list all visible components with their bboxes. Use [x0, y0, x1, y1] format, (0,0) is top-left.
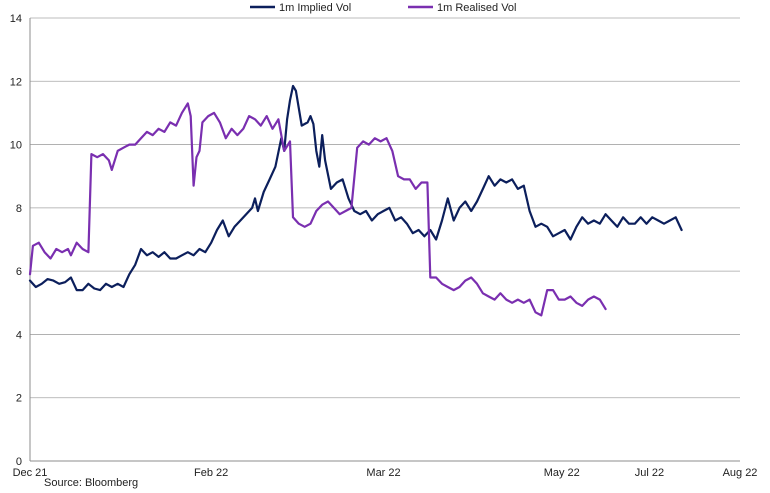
legend-label-realised: 1m Realised Vol	[437, 2, 517, 14]
series-line-implied-vol	[28, 84, 683, 292]
axes	[29, 18, 740, 462]
x-tick-label: Mar 22	[366, 467, 400, 479]
x-tick-label: Feb 22	[194, 467, 228, 479]
y-tick-label: 2	[16, 393, 22, 405]
x-axis-ticks: Dec 21 Feb 22 Mar 22 May 22 Jul 22 Aug 22	[13, 467, 758, 479]
y-tick-label: 10	[10, 140, 22, 152]
legend-label-implied: 1m Implied Vol	[279, 2, 351, 14]
source-note: Source: Bloomberg	[44, 477, 139, 489]
x-tick-label: Dec 21	[13, 467, 48, 479]
legend: 1m Implied Vol 1m Realised Vol	[250, 2, 517, 14]
y-tick-label: 4	[16, 329, 22, 341]
x-tick-label: May 22	[544, 467, 580, 479]
y-tick-label: 14	[10, 13, 22, 25]
y-tick-label: 12	[10, 76, 22, 88]
y-tick-label: 0	[16, 456, 22, 468]
series-lines	[28, 84, 683, 317]
x-tick-label: Jul 22	[635, 467, 664, 479]
series-line-realised-vol	[28, 102, 607, 317]
y-tick-label: 6	[16, 266, 22, 278]
y-axis-ticks: 0 2 4 6 8 10 12 14	[10, 13, 22, 468]
x-tick-label: Aug 22	[723, 467, 758, 479]
y-tick-label: 8	[16, 203, 22, 215]
gridlines	[30, 17, 740, 399]
